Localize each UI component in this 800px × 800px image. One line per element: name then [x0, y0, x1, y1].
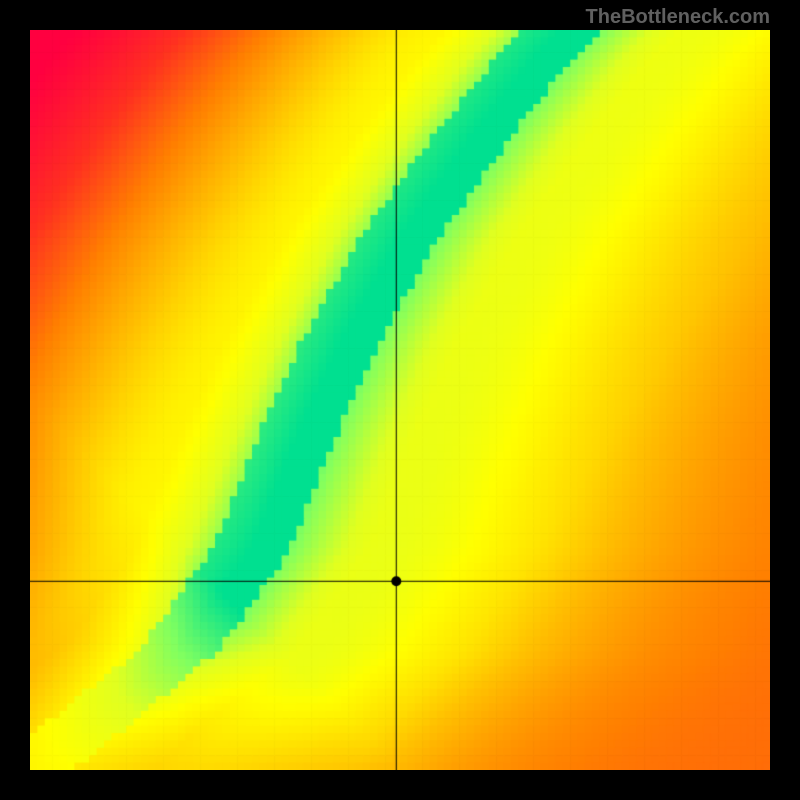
heatmap-chart: [30, 30, 770, 770]
watermark-text: TheBottleneck.com: [586, 6, 770, 29]
heatmap-canvas: [30, 30, 770, 770]
